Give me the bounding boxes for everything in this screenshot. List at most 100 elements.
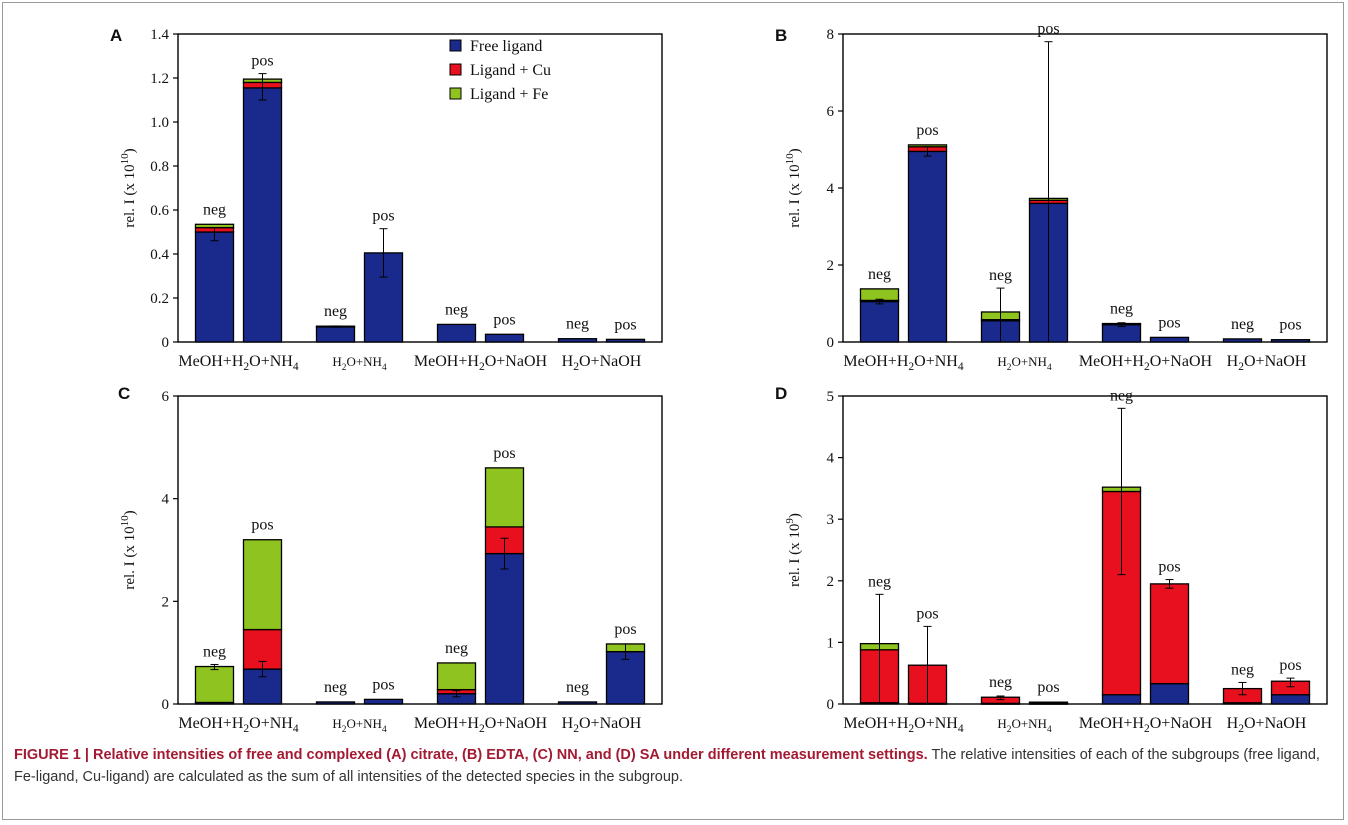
chart-panel-a: A 0 0.2 0.4 0.6 0.8 1.0 1.2 1.4 rel. I (x 1010) n… [110, 20, 760, 400]
y-tick-label: 3 [827, 512, 835, 528]
bar-segment-free [1101, 694, 1142, 705]
bar-segment-free [1270, 694, 1311, 705]
y-tick-label: 6 [162, 389, 170, 405]
bar-label-neg: neg [203, 643, 226, 660]
bar-label-neg: neg [445, 640, 468, 657]
bar-segment-free [1270, 339, 1311, 343]
y-tick-label: 2 [162, 594, 170, 610]
y-tick-label: 0.6 [150, 203, 169, 219]
y-axis-label: rel. I (x 109) [784, 513, 803, 587]
x-category-label: H2O+NaOH [562, 715, 642, 735]
y-tick-label: 4 [827, 451, 835, 467]
y-tick-label: 8 [827, 27, 835, 43]
y-tick-label: 6 [827, 104, 835, 120]
bar-segment-fe [859, 288, 900, 302]
bar-label-pos: pos [1037, 21, 1059, 38]
chart-d-svg: 0 1 2 3 4 5 rel. I (x 109) neg pos neg pos neg pos ne… [784, 387, 1328, 735]
bar-label-pos: pos [1037, 679, 1059, 696]
bar-segment-free [907, 150, 948, 343]
chart-panel-c: C 0 2 4 6 rel. I (x 1010) neg pos neg pos neg pos n… [110, 382, 760, 762]
bar-label-neg: neg [324, 679, 347, 696]
bar-label-neg: neg [445, 301, 468, 318]
x-category-label: H2O+NH4 [332, 716, 387, 735]
y-tick-label: 0 [827, 335, 835, 351]
bar-segment-cu [1028, 701, 1069, 705]
x-category-label: MeOH+H2O+NH4 [843, 353, 964, 373]
y-tick-label: 1.0 [150, 115, 169, 131]
bar-segment-fe [242, 539, 283, 631]
chart-panel-b: B 0 2 4 6 8 rel. I (x 1010) neg pos neg pos neg pos… [775, 20, 1348, 400]
bar-segment-free [363, 698, 404, 705]
bar-label-neg: neg [324, 303, 347, 320]
legend-label: Ligand + Cu [470, 62, 551, 79]
bar-segment-free [605, 650, 646, 705]
bar-segment-free [557, 338, 598, 343]
bar-segment-free [436, 323, 477, 343]
chart-a-svg: 0 0.2 0.4 0.6 0.8 1.0 1.2 1.4 rel. I (x 1010) neg… [119, 27, 663, 373]
y-tick-label: 4 [827, 181, 835, 197]
y-tick-label: 1.2 [150, 71, 169, 87]
x-category-label: MeOH+H2O+NaOH [1079, 715, 1213, 735]
bar-segment-free [484, 333, 525, 343]
bar-label-pos: pos [916, 605, 938, 622]
x-category-label: MeOH+H2O+NH4 [178, 353, 299, 373]
bar-segment-free [484, 552, 525, 705]
bar-label-neg: neg [1231, 661, 1254, 678]
bar-label-pos: pos [251, 53, 273, 70]
bar-label-neg: neg [566, 316, 589, 333]
legend-swatch [449, 63, 462, 76]
y-tick-label: 0.2 [150, 291, 169, 307]
bar-label-neg: neg [989, 267, 1012, 284]
chart-panel-d: D 0 1 2 3 4 5 rel. I (x 109) neg pos neg pos neg pos… [775, 382, 1348, 762]
bar-segment-free [315, 325, 356, 343]
bar-segment-free [557, 701, 598, 705]
panel-letter-c: C [118, 384, 131, 403]
bar-segment-free [859, 300, 900, 343]
x-category-label: H2O+NH4 [997, 354, 1052, 373]
bar-label-neg: neg [868, 573, 891, 590]
bar-label-pos: pos [1279, 657, 1301, 674]
y-tick-label: 0.4 [150, 247, 169, 263]
chart-c-svg: 0 2 4 6 rel. I (x 1010) neg pos neg pos neg pos neg… [119, 389, 663, 735]
bar-segment-free [194, 231, 235, 343]
panel-letter-d: D [775, 384, 788, 403]
y-tick-label: 1 [827, 635, 835, 651]
legend-swatch [449, 39, 462, 52]
y-axis-label: rel. I (x 1010) [119, 510, 138, 589]
x-category-label: MeOH+H2O+NH4 [178, 715, 299, 735]
x-category-label: H2O+NaOH [1227, 715, 1307, 735]
bar-segment-free [1149, 336, 1190, 343]
plot-frame [842, 395, 1328, 705]
x-category-label: H2O+NaOH [1227, 353, 1307, 373]
bar-label-pos: pos [251, 517, 273, 534]
bar-label-pos: pos [614, 621, 636, 638]
legend-swatch [449, 87, 462, 100]
legend-label: Free ligand [470, 38, 542, 55]
bar-label-pos: pos [493, 311, 515, 328]
bar-segment-cu [1149, 583, 1190, 685]
x-category-label: H2O+NH4 [997, 716, 1052, 735]
bar-label-neg: neg [1110, 387, 1133, 404]
bar-label-pos: pos [493, 445, 515, 462]
panel-letter-a: A [110, 26, 123, 45]
bar-label-neg: neg [868, 266, 891, 283]
y-tick-label: 2 [827, 574, 835, 590]
bar-label-pos: pos [614, 316, 636, 333]
y-tick-label: 2 [827, 258, 835, 274]
bar-label-neg: neg [1110, 301, 1133, 318]
bar-label-pos: pos [1158, 559, 1180, 576]
bar-segment-free [1149, 683, 1190, 705]
x-category-label: MeOH+H2O+NaOH [1079, 353, 1213, 373]
bar-label-neg: neg [1231, 316, 1254, 333]
bar-segment-free [605, 338, 646, 343]
y-tick-label: 0 [827, 697, 835, 713]
bar-label-pos: pos [916, 122, 938, 139]
y-axis-label: rel. I (x 1010) [119, 148, 138, 227]
x-category-label: MeOH+H2O+NaOH [414, 353, 548, 373]
bar-segment-free [242, 87, 283, 343]
y-tick-label: 0.8 [150, 159, 169, 175]
bar-label-neg: neg [566, 679, 589, 696]
bar-label-neg: neg [989, 674, 1012, 691]
x-category-label: H2O+NaOH [562, 353, 642, 373]
